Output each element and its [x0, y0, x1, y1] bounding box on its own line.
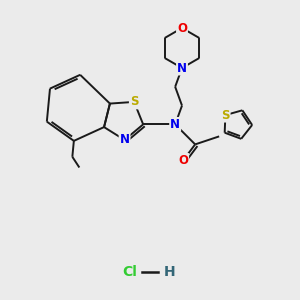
Text: N: N	[177, 61, 187, 74]
Text: S: S	[130, 95, 138, 108]
Text: N: N	[170, 118, 180, 131]
Text: N: N	[120, 134, 130, 146]
Text: Cl: Cl	[123, 265, 137, 279]
Text: S: S	[221, 109, 230, 122]
Text: O: O	[177, 22, 187, 34]
Text: H: H	[164, 265, 176, 279]
Text: O: O	[178, 154, 188, 167]
